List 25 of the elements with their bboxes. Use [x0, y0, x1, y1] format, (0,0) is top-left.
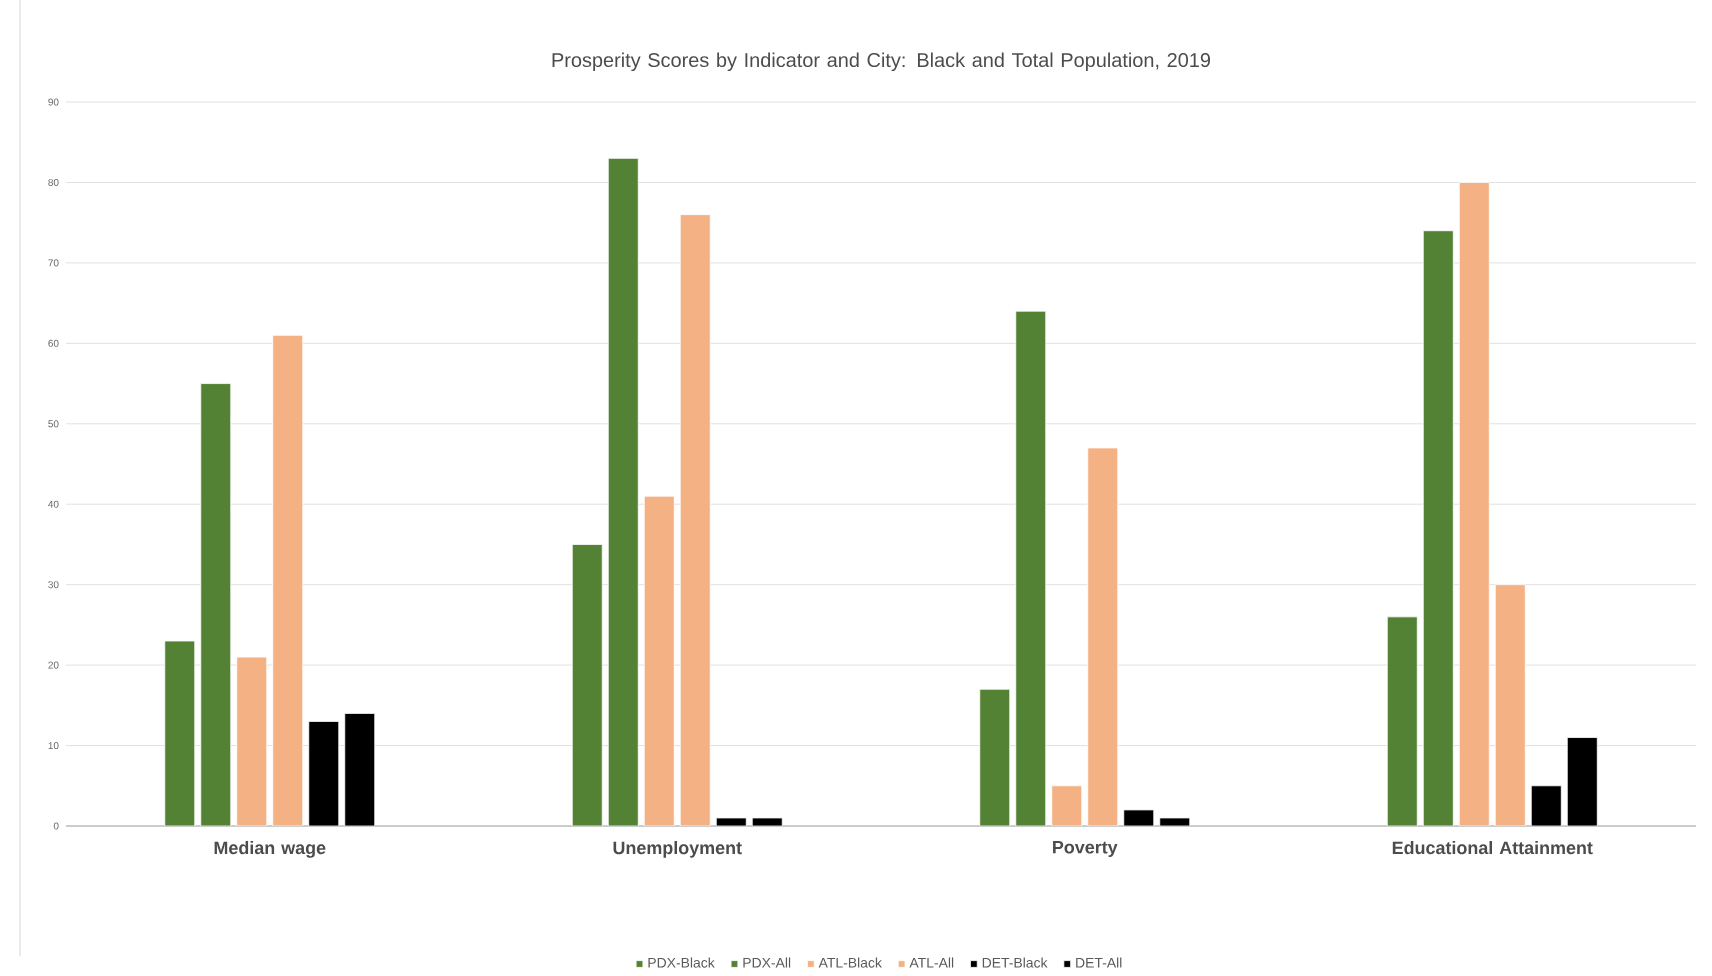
bar [607, 157, 639, 826]
x-tick-label: Median wage [214, 841, 326, 858]
bar [200, 383, 232, 826]
bar [236, 656, 268, 826]
bar [1051, 785, 1083, 826]
bar [1494, 584, 1526, 826]
bar [1566, 737, 1598, 826]
bar [1087, 447, 1119, 826]
bar [272, 334, 304, 826]
bar [679, 214, 711, 826]
x-tick-label: Educational Attainment [1392, 841, 1593, 855]
bar [1530, 785, 1562, 826]
bar [164, 640, 196, 826]
x-tick-label: Poverty [1053, 841, 1118, 858]
bar [1386, 616, 1418, 826]
bar [643, 495, 675, 826]
bar [308, 721, 340, 826]
bar [344, 712, 376, 826]
bar [571, 544, 603, 826]
x-tick-label: Unemployment [613, 841, 742, 858]
bar [1458, 182, 1490, 826]
bar [1015, 310, 1047, 826]
bar [1422, 230, 1454, 826]
bar [979, 688, 1011, 826]
chart-title: Prosperity Scores by Indicator and City: Black and Total Population, 2019 [552, 52, 1211, 72]
